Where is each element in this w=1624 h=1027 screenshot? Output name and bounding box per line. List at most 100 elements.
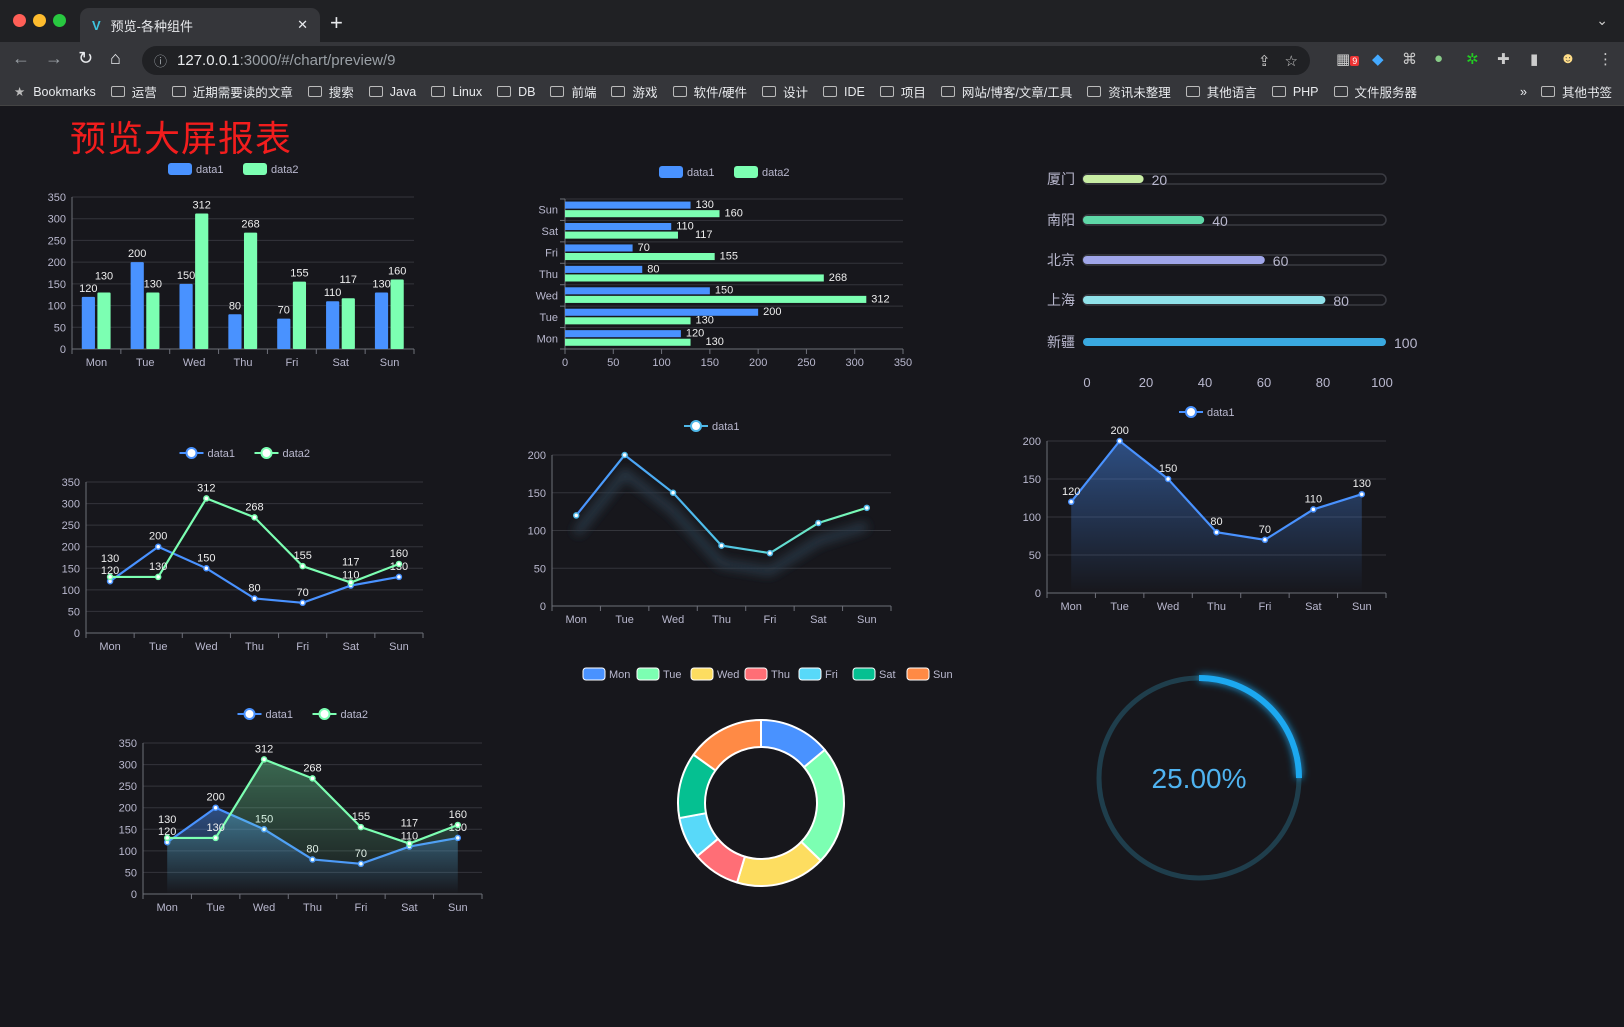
x-tick-label: 300 bbox=[846, 357, 864, 369]
data-point bbox=[395, 573, 403, 581]
bar-data2 bbox=[565, 295, 867, 303]
x-tick-label: Mon bbox=[86, 357, 107, 369]
new-tab-button[interactable]: + bbox=[330, 10, 343, 35]
bar-data1 bbox=[565, 223, 672, 231]
legend-label: data2 bbox=[341, 709, 369, 721]
data-label: 150 bbox=[1159, 463, 1177, 475]
x-tick-label: Thu bbox=[245, 641, 264, 653]
data-label: 155 bbox=[352, 811, 370, 823]
data-point bbox=[163, 834, 171, 842]
y-tick-label: 200 bbox=[528, 450, 546, 462]
bookmark-folder[interactable]: Linux bbox=[431, 85, 482, 99]
data-label: 160 bbox=[449, 809, 467, 821]
extensions-puzzle-icon[interactable]: ✚ bbox=[1497, 51, 1510, 68]
gem-extension-icon[interactable]: ◆ bbox=[1372, 51, 1384, 68]
legend-item-data2: data2 bbox=[243, 163, 299, 176]
y-tick-label: 250 bbox=[119, 781, 137, 793]
legend-item-Tue: Tue bbox=[636, 667, 682, 681]
side-panel-icon[interactable]: ▮ bbox=[1530, 51, 1539, 68]
bookmark-folder[interactable]: 文件服务器 bbox=[1333, 82, 1417, 101]
data-label: 130 bbox=[149, 561, 167, 573]
x-tick-label: 350 bbox=[894, 357, 912, 369]
data-point bbox=[718, 542, 725, 549]
maximize-window-button[interactable] bbox=[53, 14, 66, 27]
reload-button[interactable]: ↻ bbox=[78, 48, 94, 68]
bookmark-folder[interactable]: PHP bbox=[1271, 85, 1319, 99]
avatar[interactable]: ☻ bbox=[1560, 50, 1576, 67]
bookmark-folder[interactable]: 前端 bbox=[550, 82, 596, 101]
tab-search-chevron-icon[interactable]: ⌄ bbox=[1596, 12, 1608, 28]
circle-extension-icon[interactable]: ● bbox=[1434, 50, 1444, 67]
data-point bbox=[154, 543, 162, 550]
bar-chart: data1 data2 0 50 100 150 200 250 300 350 Mon Tue Wed… bbox=[48, 163, 415, 369]
data-point bbox=[203, 495, 210, 502]
extension-icon[interactable]: ▦ 9 bbox=[1336, 51, 1360, 68]
home-button[interactable]: ⌂ bbox=[110, 48, 121, 68]
data-label: 130 bbox=[696, 199, 714, 211]
x-tick-label: Mon bbox=[1061, 601, 1082, 613]
bar-data2 bbox=[565, 253, 715, 261]
x-tick-label: Wed bbox=[253, 902, 275, 914]
data-label: 160 bbox=[390, 548, 408, 560]
data-point bbox=[212, 834, 219, 842]
data-label: 155 bbox=[720, 250, 738, 262]
other-bookmarks[interactable]: 其他书签 bbox=[1540, 82, 1612, 101]
bookmark-item[interactable]: ★ Bookmarks bbox=[14, 84, 96, 100]
bookmark-folder[interactable]: IDE bbox=[823, 85, 865, 99]
bookmark-folder[interactable]: 其他语言 bbox=[1185, 82, 1257, 101]
data-label: 200 bbox=[128, 248, 146, 260]
y-tick-label: 150 bbox=[48, 279, 66, 291]
data-label: 80 bbox=[1210, 516, 1222, 528]
bookmark-star-icon[interactable]: ☆ bbox=[1284, 52, 1298, 70]
data-label: 70 bbox=[297, 587, 309, 599]
bookmark-folder[interactable]: DB bbox=[497, 85, 535, 99]
bookmark-folder[interactable]: 网站/博客/文章/工具 bbox=[940, 82, 1073, 101]
x-tick-label: Sun bbox=[389, 641, 409, 653]
menu-kebab-icon[interactable]: ⋮ bbox=[1598, 51, 1613, 68]
share-icon[interactable]: ⇪ bbox=[1257, 52, 1271, 70]
close-window-button[interactable] bbox=[13, 14, 26, 27]
legend-item-data1: data1 bbox=[684, 420, 740, 433]
bookmark-folder[interactable]: 软件/硬件 bbox=[672, 82, 747, 101]
donut-slice-Sun bbox=[692, 719, 762, 772]
bookmark-folder[interactable]: 设计 bbox=[761, 82, 808, 101]
data-label: 200 bbox=[149, 531, 167, 543]
folder-icon bbox=[672, 86, 687, 97]
y-tick-label: 50 bbox=[1029, 550, 1041, 562]
bookmarks-overflow-button[interactable]: » bbox=[1520, 84, 1527, 99]
bookmark-folder[interactable]: 资讯未整理 bbox=[1087, 82, 1171, 101]
forward-button[interactable]: → bbox=[45, 48, 63, 68]
bookmark-folder[interactable]: Java bbox=[368, 85, 416, 99]
y-tick-label: Sun bbox=[538, 205, 558, 217]
minimize-window-button[interactable] bbox=[33, 14, 46, 27]
data-label: 268 bbox=[241, 219, 259, 231]
command-extension-icon[interactable]: ⌘ bbox=[1402, 51, 1417, 68]
category-label: 厦门 bbox=[1047, 171, 1075, 187]
y-tick-label: 350 bbox=[119, 738, 137, 750]
x-tick-label: Sat bbox=[401, 902, 418, 914]
bookmark-folder[interactable]: 游戏 bbox=[611, 82, 658, 101]
bookmark-folder[interactable]: 近期需要读的文章 bbox=[171, 82, 293, 101]
x-tick-label: 60 bbox=[1257, 375, 1271, 390]
url-host: 127.0.0.1 bbox=[177, 52, 240, 69]
browser-tab[interactable]: V 预览-各种组件 ✕ bbox=[80, 8, 320, 42]
bar-data2 bbox=[292, 281, 307, 349]
back-button[interactable]: ← bbox=[12, 48, 30, 68]
legend-item-Mon: Mon bbox=[582, 667, 630, 681]
bookmark-folder[interactable]: 运营 bbox=[110, 82, 157, 101]
progress-fill bbox=[1083, 296, 1326, 304]
data-label: 150 bbox=[177, 270, 195, 282]
legend-swatch-icon bbox=[168, 163, 192, 175]
site-info-icon[interactable]: ⓘ bbox=[154, 54, 168, 69]
bookmark-label: 网站/博客/文章/工具 bbox=[961, 86, 1073, 100]
bookmark-folder[interactable]: 搜索 bbox=[307, 82, 354, 101]
progress-bar-chart: 厦门 20 南阳 40 北京 60 上海 80 新疆 100 0 20 40 60 80 100 bbox=[1047, 171, 1418, 390]
address-bar[interactable]: ⓘ 127.0.0.1:3000/#/chart/preview/9 ⇪ ☆ bbox=[142, 46, 1310, 75]
data-label: 110 bbox=[1305, 493, 1323, 505]
bookmark-folder[interactable]: 项目 bbox=[879, 82, 926, 101]
close-tab-icon[interactable]: ✕ bbox=[297, 17, 308, 32]
folder-icon bbox=[171, 86, 186, 97]
bar-data1 bbox=[565, 244, 633, 252]
star-extension-icon[interactable]: ✲ bbox=[1466, 51, 1479, 68]
bookmark-label: 游戏 bbox=[632, 86, 658, 100]
